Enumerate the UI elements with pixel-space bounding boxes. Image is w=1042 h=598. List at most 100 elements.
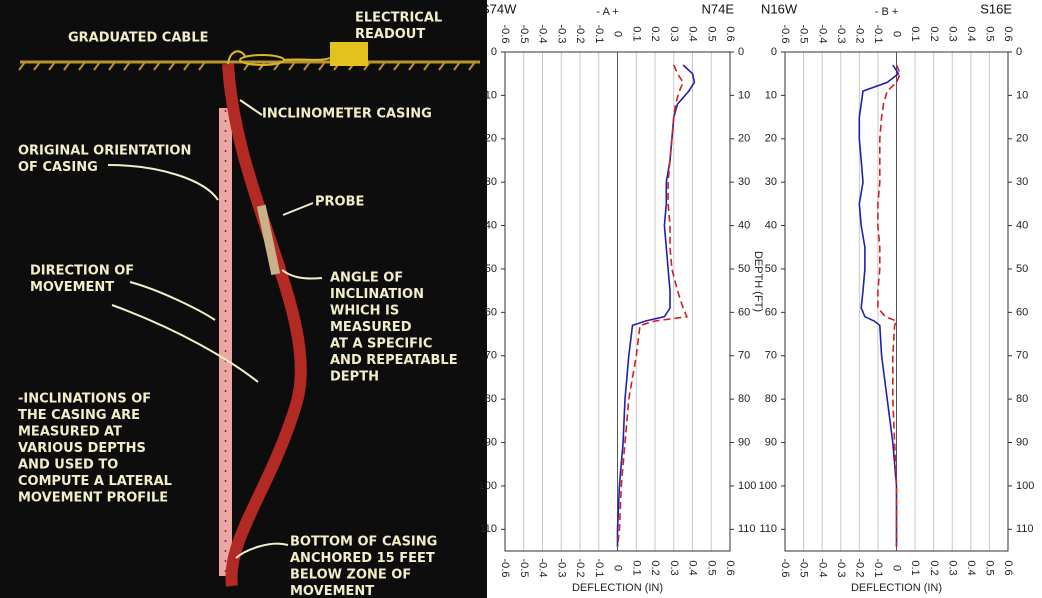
y-tick-label: 10 (485, 89, 497, 101)
diagram-label: COMPUTE A LATERAL (18, 474, 172, 489)
diagram-label: MOVEMENT (30, 280, 114, 295)
x-tick-label: -0.2 (574, 25, 586, 44)
diagram-label: OF CASING (18, 160, 98, 175)
y-tick-label: 100 (759, 480, 777, 492)
y-tick-label: 30 (1016, 176, 1028, 188)
y-tick-label: 80 (738, 393, 750, 405)
y-tick-label: 0 (771, 46, 777, 58)
x-tick-label: -0.5 (798, 559, 810, 578)
y-tick-label: 70 (1016, 350, 1028, 362)
right-direction: N74E (701, 1, 734, 16)
x-tick-label: -0.5 (798, 25, 810, 44)
x-tick-label: 0.1 (909, 26, 921, 41)
diagram-label: MOVEMENT (290, 584, 374, 598)
diagram-label: BOTTOM OF CASING (290, 535, 437, 550)
x-tick-label: -0.3 (835, 25, 847, 44)
diagram-label: VARIOUS DEPTHS (18, 441, 146, 456)
y-tick-label: 60 (1016, 306, 1028, 318)
y-axis-label: DEPTH (FT) (752, 251, 764, 312)
diagram-label: MOVEMENT PROFILE (18, 491, 168, 506)
x-tick-label: 0.2 (649, 26, 661, 41)
y-tick-label: 60 (485, 306, 497, 318)
diagram-label: INCLINATION (330, 287, 424, 302)
x-tick-label: -0.4 (816, 25, 828, 44)
chart-title: - A + (596, 6, 618, 18)
x-tick-label: 0.3 (946, 560, 958, 575)
left-direction: N16W (761, 1, 798, 16)
diagram-label: ORIGINAL ORIENTATION (18, 144, 191, 159)
x-tick-label: 0 (891, 31, 903, 37)
x-axis-label: DEFLECTION (IN) (572, 582, 663, 594)
profile-line (618, 65, 687, 547)
y-tick-label: 0 (1016, 46, 1022, 58)
y-tick-label: 110 (1016, 523, 1034, 535)
x-tick-label: -0.1 (593, 25, 605, 44)
x-tick-label: 0 (891, 565, 903, 571)
profile-line (859, 65, 898, 547)
y-tick-label: 100 (1016, 480, 1034, 492)
y-tick-label: 90 (738, 436, 750, 448)
x-tick-label: 0.3 (668, 26, 680, 41)
y-tick-label: 70 (765, 350, 777, 362)
x-tick-label: 0.5 (705, 26, 717, 41)
y-tick-label: 40 (485, 219, 497, 231)
y-tick-label: 40 (1016, 219, 1028, 231)
x-tick-label: -0.4 (537, 25, 549, 44)
x-tick-label: -0.2 (853, 559, 865, 578)
diagram-label: INCLINOMETER CASING (262, 107, 432, 122)
y-tick-label: 90 (485, 436, 497, 448)
y-tick-label: 100 (479, 480, 497, 492)
x-tick-label: 0.1 (630, 26, 642, 41)
y-tick-label: 20 (1016, 133, 1028, 145)
y-tick-label: 80 (765, 393, 777, 405)
x-tick-label: 0.2 (928, 26, 940, 41)
y-tick-label: 90 (1016, 436, 1028, 448)
diagram-label: READOUT (355, 27, 425, 42)
x-tick-label: 0.1 (630, 560, 642, 575)
x-tick-label: -0.1 (872, 559, 884, 578)
y-tick-label: 30 (738, 176, 750, 188)
x-tick-label: 0.5 (984, 26, 996, 41)
x-tick-label: 0.6 (1002, 560, 1014, 575)
y-tick-label: 0 (738, 46, 744, 58)
y-tick-label: 50 (765, 263, 777, 275)
x-axis-label: DEFLECTION (IN) (851, 582, 942, 594)
x-tick-label: 0.5 (984, 560, 996, 575)
y-tick-label: 10 (765, 89, 777, 101)
x-tick-label: -0.6 (779, 559, 791, 578)
x-tick-label: 0.4 (965, 26, 977, 41)
diagram-label: MEASURED (330, 320, 412, 335)
diagram-label: DEPTH (330, 370, 379, 385)
y-tick-label: 30 (485, 176, 497, 188)
diagram-label: PROBE (315, 195, 364, 210)
readout-box (330, 42, 368, 66)
x-tick-label: 0.6 (724, 560, 736, 575)
diagram-label: GRADUATED CABLE (68, 31, 208, 46)
diagram-label: BELOW ZONE OF (290, 568, 411, 583)
diagram-label: -INCLINATIONS OF (18, 392, 151, 407)
y-tick-label: 110 (759, 523, 777, 535)
x-tick-label: -0.1 (593, 559, 605, 578)
diagram-label: ANGLE OF (330, 271, 403, 286)
x-tick-label: -0.6 (499, 25, 511, 44)
y-tick-label: 40 (738, 219, 750, 231)
y-tick-label: 10 (738, 89, 750, 101)
x-tick-label: -0.3 (835, 559, 847, 578)
y-tick-label: 100 (738, 480, 756, 492)
x-tick-label: -0.2 (574, 559, 586, 578)
left-direction: S74W (481, 1, 517, 16)
x-tick-label: 0.1 (909, 560, 921, 575)
x-tick-label: -0.2 (853, 25, 865, 44)
y-tick-label: 50 (1016, 263, 1028, 275)
x-tick-label: -0.6 (779, 25, 791, 44)
y-tick-label: 20 (738, 133, 750, 145)
diagram-label: THE CASING ARE (18, 408, 140, 423)
y-tick-label: 50 (738, 263, 750, 275)
x-tick-label: 0.4 (965, 560, 977, 575)
diagram-label: AT A SPECIFIC (330, 337, 432, 352)
y-tick-label: 60 (738, 306, 750, 318)
x-tick-label: 0 (612, 31, 624, 37)
x-tick-label: 0 (612, 565, 624, 571)
y-tick-label: 40 (765, 219, 777, 231)
x-tick-label: 0.5 (705, 560, 717, 575)
